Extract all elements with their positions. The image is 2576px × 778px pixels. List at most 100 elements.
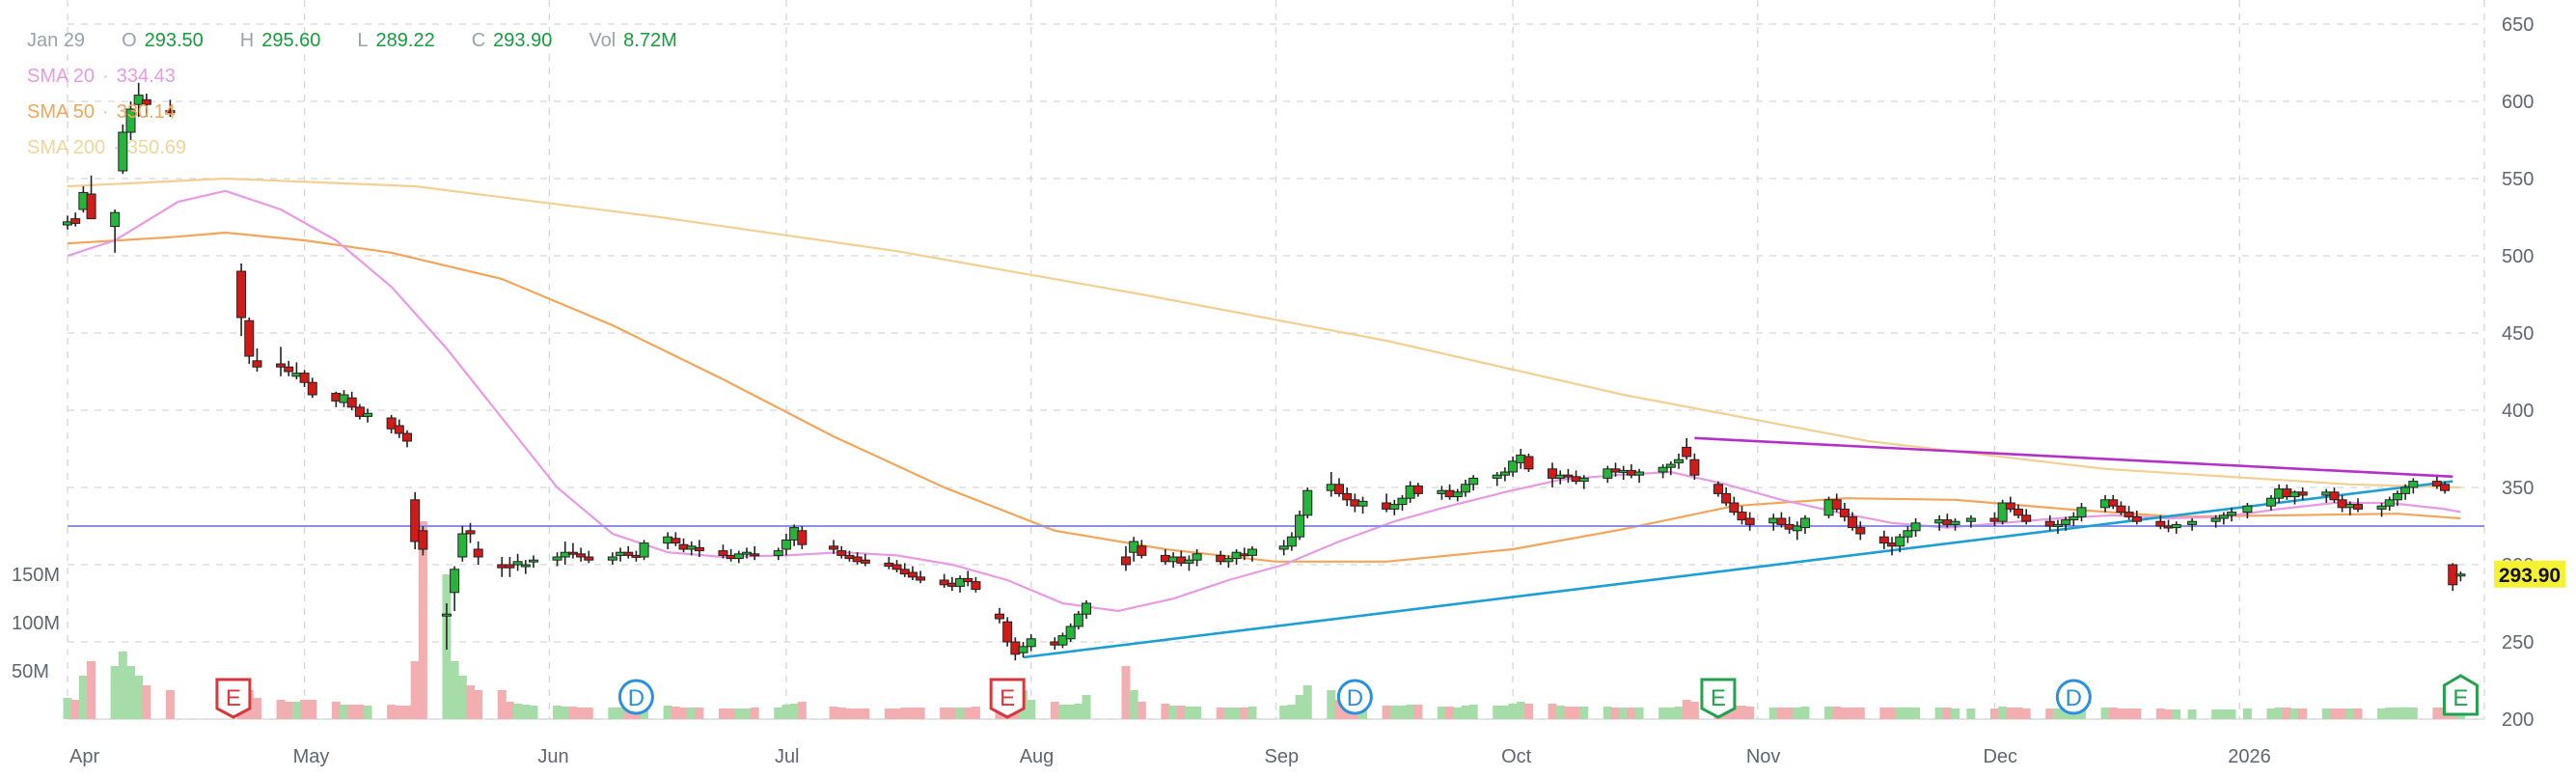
candle-body (2289, 491, 2300, 498)
volume-bar (355, 705, 365, 719)
volume-bar (300, 700, 310, 719)
candle (2044, 514, 2055, 531)
volume-bar (2227, 709, 2236, 719)
sma50-legend-row[interactable]: SMA 50 · 330.14 (27, 95, 677, 130)
y-tick-label: 450 (2502, 323, 2534, 345)
candle-body (1333, 484, 1344, 494)
marker-circle (617, 679, 654, 715)
volume-bar (836, 708, 846, 719)
candle (284, 360, 294, 376)
candle (1444, 484, 1455, 500)
volume-bar (331, 702, 341, 719)
dividend-marker[interactable]: D (1336, 679, 1373, 715)
candle-body (1848, 515, 1858, 529)
volume-tick-label: 50M (12, 661, 49, 682)
candle-body (1563, 474, 1574, 478)
volume-bar (2211, 709, 2221, 719)
earnings-marker[interactable]: E (215, 678, 252, 719)
candle-body (2021, 514, 2032, 522)
candle (939, 573, 949, 588)
volume-bar (1840, 708, 1850, 719)
trendlines[interactable] (1023, 436, 2453, 659)
candle (2069, 512, 2079, 526)
candle (584, 550, 594, 564)
candle (1571, 470, 1581, 485)
candle-body (2282, 488, 2292, 498)
candle-body (394, 425, 404, 434)
volume-bar (1161, 704, 1170, 719)
candle-body (2227, 512, 2237, 516)
volume-bar (2298, 709, 2308, 719)
volume-bar (1776, 708, 1786, 719)
candle (1405, 481, 1415, 503)
volume-bar (347, 705, 357, 719)
volume-bar (2061, 709, 2070, 719)
sma20-legend-row[interactable]: SMA 20 · 334.43 (27, 59, 677, 95)
candle (1965, 514, 1976, 528)
y-tick-label: 200 (2502, 709, 2534, 731)
volume-bar (742, 709, 752, 719)
candle (1910, 518, 1921, 538)
earnings-marker[interactable]: E (1700, 678, 1737, 719)
volume-bar (1951, 709, 1960, 719)
candle-body (1192, 553, 1202, 561)
candle-body (78, 191, 89, 210)
candle-body (1934, 519, 1945, 524)
candle (1176, 550, 1187, 567)
x-tick-label: 2026 (2228, 746, 2271, 767)
candle-body (1823, 499, 1834, 516)
candle (678, 538, 689, 553)
candle-body (2392, 492, 2402, 501)
trendline-lower[interactable] (1023, 480, 2453, 659)
volume-bar (1855, 708, 1865, 719)
candle (1689, 453, 1700, 480)
volume-bar (695, 708, 704, 719)
volume-bar (1934, 708, 1944, 719)
volume-bar (1911, 708, 1921, 719)
candle (528, 555, 538, 569)
candle-body (567, 551, 578, 555)
candle (1887, 537, 1898, 556)
candle (2227, 507, 2237, 522)
candle (718, 544, 728, 559)
candle-body (276, 363, 287, 368)
legend-high-label: H (239, 30, 255, 51)
marker-shape (989, 678, 1026, 719)
candle (1997, 499, 2008, 525)
candle-body (1674, 458, 1684, 463)
candle-body (1357, 500, 1368, 507)
volume-bar (1737, 706, 1746, 719)
volume-bar (663, 706, 672, 719)
marker-shape (215, 678, 252, 719)
dividend-marker[interactable]: D (617, 679, 654, 715)
candle-body (1168, 556, 1179, 563)
y-tick-label: 350 (2502, 478, 2534, 499)
volume-bar (78, 676, 88, 719)
candle (118, 125, 128, 175)
volume-bar (1295, 695, 1304, 719)
candle (2408, 478, 2419, 494)
candle (386, 414, 397, 433)
candle-body (907, 571, 918, 578)
candle-body (2384, 499, 2395, 507)
volume-bar (1658, 708, 1668, 719)
candle (2337, 495, 2347, 513)
earnings-marker[interactable]: E (2442, 674, 2479, 716)
candle-body (125, 108, 136, 133)
candle (2100, 495, 2111, 513)
sma200-legend-row[interactable]: SMA 200 · 350.69 (27, 130, 677, 166)
candle (1839, 503, 1850, 522)
trendline-upper[interactable] (1694, 436, 2453, 479)
dividend-marker[interactable]: D (2055, 679, 2092, 715)
volume-bar (2045, 709, 2055, 719)
candle (829, 540, 839, 554)
earnings-marker[interactable]: E (989, 678, 1026, 719)
volume-bar (2053, 709, 2063, 719)
candle-body (2218, 514, 2229, 519)
candle-body (2242, 505, 2253, 514)
volume-bar (940, 708, 949, 719)
candle (1934, 514, 1945, 531)
volume-bar (110, 666, 120, 719)
